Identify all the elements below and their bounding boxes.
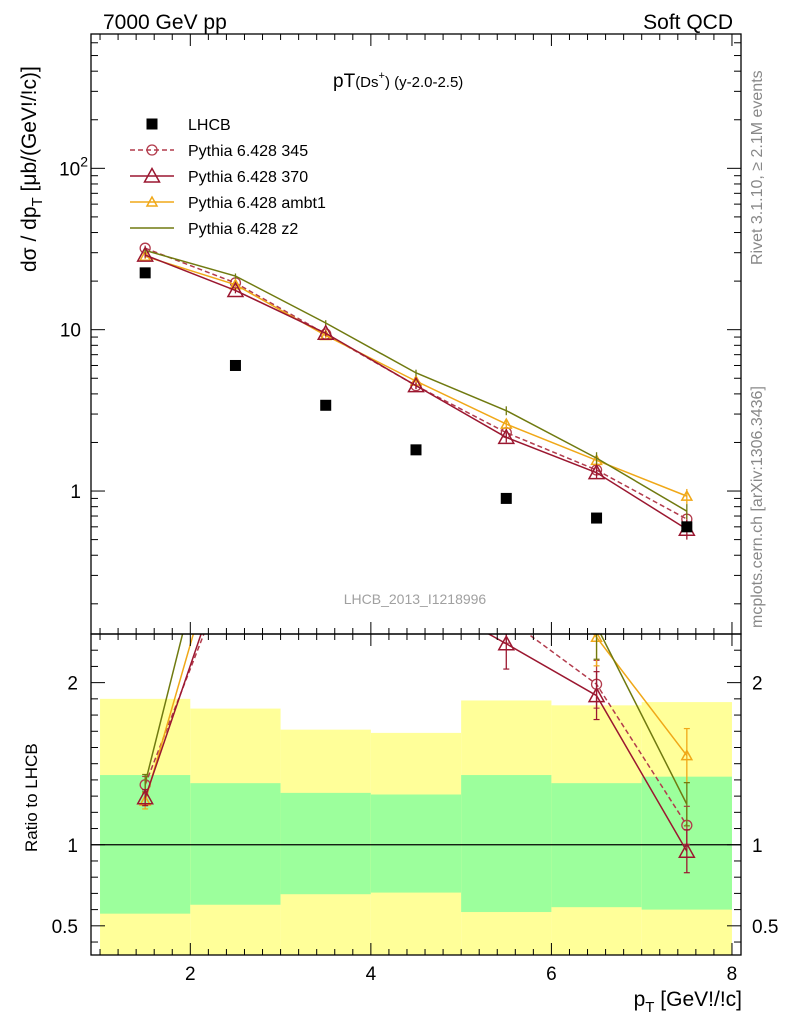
main-ylabel-text: dσ / dp [18,206,41,272]
ratio-point-ambt1-4 [501,533,511,542]
main-series-layer [136,242,696,540]
band-inner-2 [280,792,371,895]
main-point-lhcb-4 [500,492,512,504]
ratio-point-p370-2 [318,547,333,561]
ratio-point-p345-4 [501,613,511,623]
legend-label-p370: Pythia 6.428 370 [188,169,308,186]
ratio-ytick-label-left-2: 2 [67,674,78,695]
legend-label-p345: Pythia 6.428 345 [188,143,308,160]
main-point-lhcb-1 [229,359,241,371]
legend: LHCB Pythia 6.428 345 Pythia 6.428 370 Pyth… [130,117,326,238]
main-point-lhcb-0 [139,267,151,279]
main-ylabel-tail: [μb/(GeV!/!c)] [18,66,41,197]
plot-title-sup: + [379,70,385,82]
plot-title: pT(Ds+) (y-2.0-2.5) [333,70,463,92]
main-point-p370-0 [136,246,154,262]
ratio-point-p345-1 [230,548,240,558]
ratio-ytick-label-right-1: 1 [752,836,763,857]
ratio-series-layer [136,483,696,874]
main-point-lhcb-2 [320,399,332,411]
legend-marker-lhcb [146,118,158,130]
ratio-ytick-label-right-2: 2 [752,674,763,695]
main-point-p370-2 [316,324,335,341]
ratio-frame [90,633,742,956]
ratio-uncertainty-bands [100,698,732,955]
ratio-point-ambt1-2 [321,563,331,572]
main-point-lhcb-5 [591,512,603,524]
mcplots-label: mcplots.cern.ch [arXiv:1306.3436] [749,386,766,628]
plot-title-tail: ) (y-2.0-2.5) [385,74,463,91]
xlabel-text: p [634,988,646,1011]
xtick-label-4: 4 [366,964,377,985]
ratio-point-ambt1-1 [230,483,240,492]
ratio-point-p370-5 [587,686,606,703]
xlabel-sub: T [645,999,654,1016]
main-ytick-label-10: 10 [60,321,81,342]
xtick-label-2: 2 [185,964,196,985]
main-ytick-label-1: 1 [70,482,81,503]
ratio-point-p370-1 [228,526,243,540]
main-point-p370-1 [226,281,245,298]
legend-label-lhcb: LHCB [188,117,231,134]
ratio-ytick-label-right-0.5: 0.5 [752,917,778,938]
band-inner-4 [461,775,552,913]
xlabel: pT [GeV!/!c] [634,988,742,1016]
main-point-p370-3 [407,376,425,393]
legend-marker-ambt1 [145,195,159,207]
legend-marker-p370 [143,166,161,183]
xlabel-tail: [GeV!/!c] [654,988,742,1011]
ratio-ylabel: Ratio to LHCB [22,743,41,852]
main-point-ambt1-4 [500,417,513,429]
ratio-point-p345-2 [321,559,331,569]
ratio-point-p370-4 [497,634,516,651]
header-left: 7000 GeV pp [103,11,227,34]
main-ylabel-sub: T [29,197,46,206]
main-point-lhcb-3 [410,444,422,456]
main-point-p370-4 [497,428,516,445]
ratio-ytick-label-left-1: 1 [67,836,78,857]
main-ytick-label-sup: 2 [80,153,88,169]
plot-title-sub: (Ds [355,74,378,91]
band-inner-3 [370,794,462,893]
ratio-point-p370-0 [136,788,154,805]
main-ytick-label-100: 102 [59,153,88,180]
band-inner-1 [190,783,281,905]
legend-label-z2: Pythia 6.428 z2 [188,221,298,238]
main-ylabel: dσ / dpT [μb/(GeV!/!c)] [18,66,46,272]
main-point-lhcb-6 [681,521,693,533]
xtick-label-6: 6 [546,964,557,985]
rivet-label: Rivet 3.1.10, ≥ 2.1M events [749,70,766,265]
ratio-point-ambt1-3 [411,569,421,578]
xtick-label-8: 8 [727,964,738,985]
ratio-ytick-label-left-0.5: 0.5 [52,917,78,938]
axes-frame: 2 4 6 8 1 10 102 0.5 0.5 1 1 2 2 [52,33,778,985]
legend-label-ambt1: Pythia 6.428 ambt1 [188,195,326,212]
legend-marker-p345 [146,144,158,156]
header-right: Soft QCD [643,11,733,34]
ratio-point-p370-6 [678,842,696,858]
plot-title-main: pT [333,71,356,92]
ratio-point-p345-3 [411,572,421,582]
main-point-p370-5 [587,463,606,480]
analysis-id: LHCB_2013_I1218996 [344,591,487,607]
ratio-point-ambt1-6 [680,749,694,761]
main-point-ambt1-6 [680,489,694,501]
